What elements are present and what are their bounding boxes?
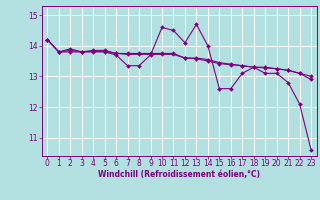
X-axis label: Windchill (Refroidissement éolien,°C): Windchill (Refroidissement éolien,°C) — [98, 170, 260, 179]
